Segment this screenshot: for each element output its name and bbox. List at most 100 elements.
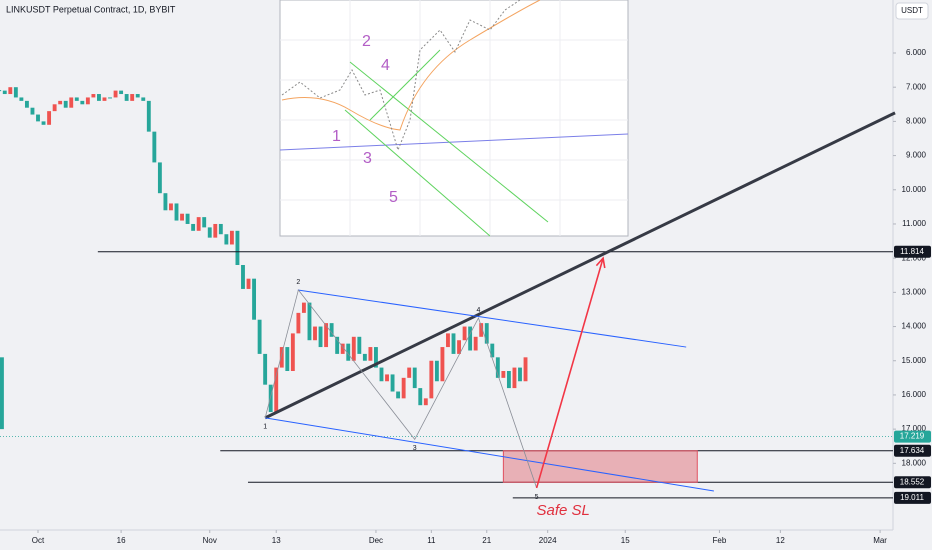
candle <box>241 265 245 289</box>
candle <box>396 391 401 399</box>
inset-frame <box>279 0 629 237</box>
y-tick-label: 17.000 <box>902 424 927 433</box>
trendline <box>264 111 896 420</box>
candle <box>290 333 295 371</box>
candle <box>512 367 517 389</box>
candle <box>0 90 2 92</box>
stop-loss-zone <box>502 450 698 483</box>
candle <box>157 162 162 194</box>
candle <box>58 100 63 105</box>
candle <box>13 87 18 98</box>
candle <box>47 111 52 125</box>
candle <box>506 371 511 389</box>
candle <box>196 217 201 231</box>
candle <box>490 343 495 358</box>
x-tick-label: 15 <box>621 536 630 545</box>
candle <box>346 343 351 361</box>
candle <box>202 217 207 228</box>
candle <box>412 367 417 389</box>
level-label: 18.552 <box>900 477 925 486</box>
candle <box>141 97 146 101</box>
inset-green-line <box>344 109 491 237</box>
candle <box>252 278 257 320</box>
candle <box>268 384 273 413</box>
candle <box>407 367 412 378</box>
candle <box>390 374 395 392</box>
candle <box>385 374 389 382</box>
y-tick-label: 16.000 <box>902 390 927 399</box>
candle <box>462 326 467 341</box>
x-tick-label: Feb <box>713 536 727 545</box>
currency-button-label[interactable]: USDT <box>901 6 923 15</box>
y-tick-label: 15.000 <box>902 356 927 365</box>
wave-path <box>264 289 537 489</box>
inset-label: 2 <box>362 33 371 50</box>
level-label-bg <box>894 444 931 457</box>
candle <box>423 398 428 406</box>
candle <box>285 347 290 371</box>
y-tick-label: 6.000 <box>906 48 927 57</box>
candle <box>2 90 7 95</box>
candle <box>69 97 74 108</box>
x-tick-label: Dec <box>369 536 383 545</box>
candle <box>52 104 57 112</box>
currency-button[interactable] <box>895 2 929 20</box>
candle <box>85 97 90 105</box>
candle <box>274 367 279 413</box>
candle <box>41 121 46 125</box>
candle <box>108 97 112 99</box>
candle <box>24 100 29 108</box>
y-tick-label: 11.000 <box>902 219 926 228</box>
candle <box>229 230 234 245</box>
wave-label: 2 <box>296 279 300 286</box>
inset-green-line <box>349 61 549 223</box>
x-tick-label: 2024 <box>539 536 557 545</box>
inset-grid <box>280 0 628 236</box>
candle <box>468 326 473 351</box>
candle <box>495 357 500 378</box>
candle <box>324 323 329 348</box>
candle <box>97 94 101 101</box>
inset-screenshot: 2 4 1 3 5 <box>279 0 629 237</box>
candle <box>0 357 4 430</box>
candle <box>362 353 367 361</box>
chart-title: LINKUSDT Perpetual Contract, 1D, BYBIT <box>6 4 176 14</box>
candle <box>473 336 478 351</box>
candle <box>418 388 423 406</box>
candle <box>63 100 68 108</box>
wave-label: 5 <box>535 494 539 501</box>
candle <box>318 326 323 348</box>
x-tick-label: Oct <box>32 536 45 545</box>
candle <box>374 347 378 368</box>
candle <box>340 343 345 354</box>
last-price-label-bg <box>894 430 931 443</box>
y-tick-label: 14.000 <box>902 322 927 331</box>
candle <box>351 336 356 361</box>
x-tick-label: 21 <box>482 536 491 545</box>
candle <box>224 234 229 245</box>
candle <box>329 323 334 337</box>
wave-label: 1 <box>263 424 267 431</box>
candle <box>185 213 190 224</box>
candle <box>446 333 450 348</box>
candle <box>296 312 301 334</box>
inset-label: 1 <box>332 128 341 145</box>
candle <box>174 203 179 221</box>
level-label: 17.634 <box>900 446 925 455</box>
candle <box>523 357 528 382</box>
candle <box>74 97 79 101</box>
candle <box>235 230 240 265</box>
candle <box>440 347 445 382</box>
y-tick-label: 13.000 <box>902 287 927 296</box>
candle <box>335 336 340 354</box>
inset-green-line <box>369 49 441 121</box>
x-tick-label: Nov <box>203 536 217 545</box>
x-tick-label: 11 <box>427 536 436 545</box>
target-arrow <box>535 257 604 489</box>
level-label-bg <box>894 491 931 504</box>
x-tick-label: 13 <box>272 536 281 545</box>
candle <box>213 223 218 238</box>
candle <box>357 336 362 354</box>
level-label: 11.814 <box>900 247 924 256</box>
candle <box>113 90 118 98</box>
